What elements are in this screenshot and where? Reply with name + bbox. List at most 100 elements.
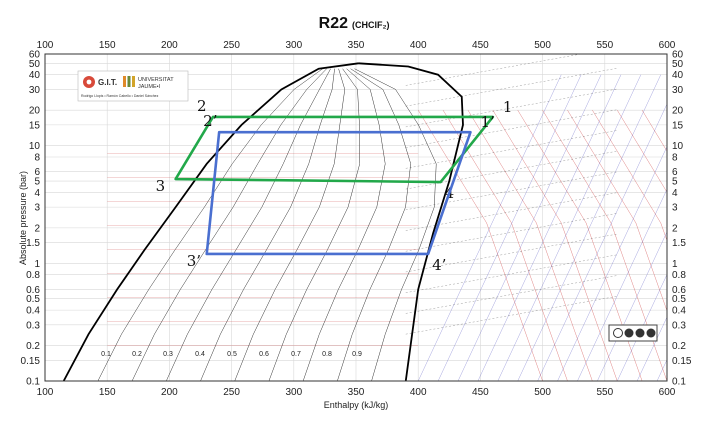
isotherm-line (692, 110, 708, 381)
y-tick-label-left: 60 (29, 50, 41, 61)
x-axis-title: Enthalpy (kJ/kg) (324, 400, 389, 410)
x-tick-label-top: 150 (99, 40, 116, 51)
x-tick-label-top: 550 (596, 40, 613, 51)
quality-label: 0.7 (291, 351, 301, 358)
saturation-dome (62, 62, 464, 381)
uji-logo-bar-1 (123, 76, 126, 87)
y-tick-label-right: 2 (672, 223, 678, 234)
x-tick-label-top: 100 (37, 40, 54, 51)
x-tick-label-bottom: 100 (37, 387, 54, 398)
y-tick-label-right: 0.2 (672, 341, 686, 352)
y-tick-label-left: 4 (34, 188, 40, 199)
quality-line (131, 68, 327, 381)
x-tick-label-top: 250 (223, 40, 240, 51)
isotherm-line (592, 110, 667, 242)
x-tick-label-bottom: 300 (285, 387, 302, 398)
y-tick-label-left: 40 (29, 70, 41, 81)
y-tick-label-left: 0.1 (26, 377, 40, 388)
quality-line (302, 68, 386, 381)
isentrope-line (577, 188, 667, 381)
isochore-line (405, 171, 618, 210)
quality-line (337, 68, 411, 381)
y-tick-label-left: 0.8 (26, 270, 40, 281)
x-tick-label-bottom: 150 (99, 387, 116, 398)
x-tick-label-bottom: 500 (534, 387, 551, 398)
isentrope-line (437, 74, 582, 381)
y-tick-label-right: 4 (672, 188, 678, 199)
cycle-point-label: 1 (503, 98, 513, 116)
blue-cycle-path (205, 130, 472, 256)
quality-label: 0.1 (101, 351, 111, 358)
quality-label: 0.5 (227, 351, 237, 358)
y-tick-label-left: 1.5 (26, 238, 40, 249)
x-tick-label-top: 600 (659, 40, 676, 51)
y-tick-label-right: 1.5 (672, 238, 686, 249)
uji-logo-bar-2 (127, 76, 131, 87)
isotherm-line (641, 110, 667, 152)
isentrope-line (517, 74, 662, 381)
isotherm-line (492, 110, 618, 381)
x-tick-label-top: 400 (410, 40, 427, 51)
quality-line (200, 68, 335, 381)
cycle-point-label: 2 (197, 97, 207, 115)
y-tick-label-right: 50 (672, 59, 684, 70)
y-tick-label-right: 0.8 (672, 270, 686, 281)
y-tick-label-left: 0.15 (21, 356, 41, 367)
logo-box: G.I.T. UNIVERSITAT JAUME•I Rodrigo Llopi… (77, 70, 189, 102)
quality-line (97, 68, 323, 381)
quality-labels: 0.1 0.2 0.3 0.4 0.5 0.6 0.7 0.8 0.9 (101, 351, 362, 358)
quality-label: 0.8 (322, 351, 332, 358)
x-tick-label-bottom: 200 (161, 387, 178, 398)
y-tick-label-left: 2 (34, 223, 40, 234)
grid-lines (44, 53, 668, 382)
y-tick-label-right: 6 (672, 167, 678, 178)
sa-icon (646, 328, 656, 338)
y-tick-label-right: 0.3 (672, 320, 686, 331)
y-tick-label-right: 40 (672, 70, 684, 81)
x-tick-label-bottom: 350 (348, 387, 365, 398)
cycle-point-label: 3 (156, 177, 166, 195)
logo-university-line-2: JAUME•I (138, 84, 161, 90)
y-tick-label-left: 1 (34, 259, 40, 270)
isochore-line (405, 54, 583, 86)
cycle-point-label: 4’ (432, 256, 446, 274)
quality-label: 0.9 (352, 351, 362, 358)
saturated-liquid-curve (62, 62, 359, 381)
isotherm-line (567, 110, 667, 312)
y-tick-label-right: 3 (672, 203, 678, 214)
y-tick-label-left: 30 (29, 85, 41, 96)
isochore-line (405, 296, 618, 335)
green-cycle-path (174, 115, 495, 184)
y-tick-label-right: 20 (672, 106, 684, 117)
y-tick-label-right: 8 (672, 152, 678, 163)
plot-frame (44, 53, 668, 382)
x-tick-label-top: 300 (285, 40, 302, 51)
x-tick-label-bottom: 550 (596, 387, 613, 398)
x-tick-label-bottom: 250 (223, 387, 240, 398)
cycle-point-label: 1’ (480, 113, 494, 131)
logo-university-line-1: UNIVERSITAT (138, 77, 174, 83)
license-badge (608, 324, 658, 342)
y-tick-label-right: 30 (672, 85, 684, 96)
isentrope-line (417, 74, 562, 381)
by-icon (624, 328, 634, 338)
y-tick-label-left: 6 (34, 167, 40, 178)
isentrope-line (497, 74, 642, 381)
x-tick-label-bottom: 600 (659, 387, 676, 398)
isochore-line (405, 130, 618, 169)
y-tick-label-left: 0.3 (26, 320, 40, 331)
y-axis-title: Absolute pressure (bar) (18, 171, 28, 265)
x-tick-label-top: 500 (534, 40, 551, 51)
isotherm-line (417, 110, 543, 381)
nc-icon (635, 328, 645, 338)
saturated-vapor-curve (358, 62, 464, 381)
y-tick-label-left: 0.2 (26, 341, 40, 352)
y-tick-label-left: 0.6 (26, 285, 40, 296)
y-tick-label-left: 50 (29, 59, 41, 70)
uji-logo-bar-3 (132, 76, 135, 87)
logo-git-text: G.I.T. (98, 78, 117, 87)
cycle-point-label: 2’ (203, 112, 217, 130)
y-tick-label-right: 0.6 (672, 285, 686, 296)
isentrope-line (457, 74, 602, 381)
